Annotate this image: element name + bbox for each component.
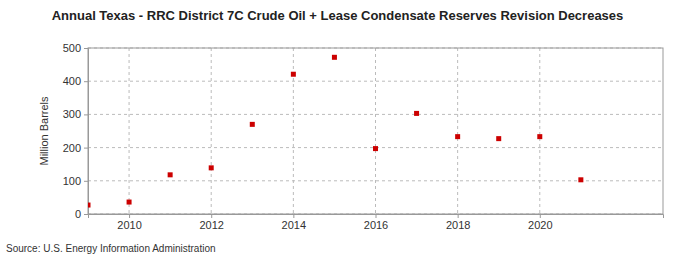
tick: 400 xyxy=(63,75,88,87)
tick: 2016 xyxy=(364,214,388,231)
data-point xyxy=(291,72,296,77)
tick: 0 xyxy=(75,208,88,220)
grid-line xyxy=(129,48,130,214)
grid-line xyxy=(211,48,212,214)
tick-mark xyxy=(458,214,459,218)
data-point xyxy=(127,200,132,205)
grid-line xyxy=(457,48,458,214)
grid-line xyxy=(375,48,376,214)
tick-label: 200 xyxy=(63,142,81,154)
axis-line xyxy=(89,215,664,219)
tick-label: 2020 xyxy=(528,219,552,231)
data-point xyxy=(332,55,337,60)
tick-mark xyxy=(84,114,88,115)
tick-label: 2016 xyxy=(364,219,388,231)
tick-label: 2010 xyxy=(117,219,141,231)
tick-label: 300 xyxy=(63,108,81,120)
chart: 2010 2012 2014 2016 2018 2020 0 100 200 300 400 500… xyxy=(0,0,675,275)
source: Source: U.S. Energy Information Administ… xyxy=(6,243,216,254)
plot-area: 2010 2012 2014 2016 2018 2020 0 100 200 300 400 500 xyxy=(63,42,664,231)
grid-line xyxy=(539,48,540,214)
tick: 100 xyxy=(63,175,88,187)
tick-mark xyxy=(84,81,88,82)
tick-label: 2018 xyxy=(446,219,470,231)
tick-mark xyxy=(540,214,541,218)
data-point xyxy=(578,177,583,182)
tick-label: 0 xyxy=(75,208,81,220)
tick-label: 2014 xyxy=(282,219,306,231)
tick: 2020 xyxy=(528,214,552,231)
plot-frame xyxy=(88,48,663,214)
series xyxy=(88,55,583,208)
tick-label: 400 xyxy=(63,75,81,87)
data-point xyxy=(537,134,542,139)
tick: 2010 xyxy=(117,214,141,231)
tick-label: 100 xyxy=(63,175,81,187)
data-point xyxy=(455,134,460,139)
data-point xyxy=(88,203,91,208)
data-point xyxy=(496,136,501,141)
grid xyxy=(88,48,663,214)
axis-title: Million Barrels xyxy=(38,96,50,166)
tick: 200 xyxy=(63,142,88,154)
tick: 2012 xyxy=(199,214,223,231)
tick-mark xyxy=(376,214,377,218)
tick: 2014 xyxy=(282,214,306,231)
data-point xyxy=(168,172,173,177)
tick-mark xyxy=(84,181,88,182)
data-point xyxy=(414,111,419,116)
x-axis: 2010 2012 2014 2016 2018 2020 xyxy=(89,214,664,231)
tick-mark xyxy=(84,48,88,49)
tick-label: 2012 xyxy=(199,219,223,231)
data-point xyxy=(250,122,255,127)
y-axis: 0 100 200 300 400 500 xyxy=(63,42,89,220)
data-point xyxy=(209,165,214,170)
tick: 300 xyxy=(63,108,88,120)
tick: 2018 xyxy=(446,214,470,231)
tick-mark xyxy=(84,214,88,215)
tick-mark xyxy=(84,148,88,149)
tick: 500 xyxy=(63,42,88,54)
tick-label: 500 xyxy=(63,42,81,54)
title: Annual Texas - RRC District 7C Crude Oil… xyxy=(52,8,624,23)
tick-mark xyxy=(211,214,212,218)
data-point xyxy=(373,146,378,151)
axis-line xyxy=(84,49,89,215)
tick-mark xyxy=(293,214,294,218)
tick-mark xyxy=(129,214,130,218)
